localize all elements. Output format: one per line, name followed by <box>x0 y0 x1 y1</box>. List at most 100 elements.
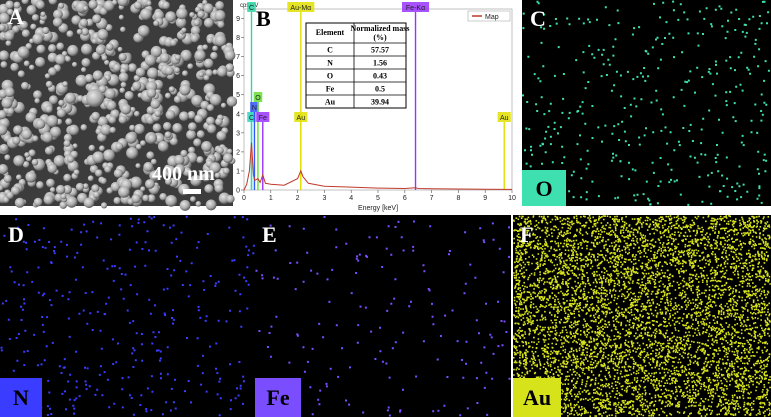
particle <box>108 115 117 124</box>
particle <box>64 92 76 104</box>
table-cell: O <box>327 72 333 81</box>
particle <box>135 143 142 150</box>
element-badge <box>513 378 561 417</box>
particle <box>1 97 13 109</box>
particle <box>135 163 141 169</box>
particle <box>63 139 71 147</box>
particle <box>101 54 108 61</box>
particle <box>188 122 197 131</box>
element-tag-label: Fe <box>259 115 267 122</box>
particle <box>67 44 79 57</box>
particle <box>119 87 126 94</box>
particle <box>65 56 71 62</box>
particle <box>7 8 14 16</box>
y-tick-label: 2 <box>236 149 240 156</box>
particle <box>118 115 127 124</box>
element-label: Au <box>523 385 551 410</box>
particle <box>53 9 63 20</box>
particle <box>137 25 150 37</box>
particle <box>26 5 37 16</box>
particle <box>134 123 145 135</box>
particle <box>146 0 152 6</box>
particle <box>113 196 121 205</box>
particle <box>43 194 54 205</box>
element-tag <box>247 2 256 12</box>
legend-box <box>467 10 511 22</box>
particle <box>140 186 146 192</box>
particle <box>118 186 130 198</box>
particle <box>194 114 204 124</box>
particle <box>165 11 177 23</box>
particle <box>111 0 118 6</box>
particle <box>159 52 170 63</box>
particle <box>113 168 123 178</box>
header-line: Normalized mass <box>351 24 410 33</box>
particle <box>32 135 39 142</box>
particle <box>196 130 205 139</box>
particle <box>72 143 78 149</box>
particle <box>133 1 143 10</box>
particle <box>118 72 129 83</box>
particle <box>150 99 161 109</box>
particle <box>94 169 103 177</box>
particle <box>104 165 112 173</box>
table-cell: N <box>327 59 333 68</box>
particle <box>59 201 68 209</box>
x-tick-label: 10 <box>508 195 516 202</box>
particle <box>53 155 66 167</box>
particle <box>0 124 8 136</box>
x-tick-label: 2 <box>296 195 300 202</box>
particle <box>106 100 117 111</box>
element-tag-label: Fe-Kα <box>406 5 425 12</box>
particle <box>216 146 224 154</box>
element-label: N <box>13 385 29 410</box>
particle <box>0 61 8 69</box>
particle <box>31 14 39 21</box>
particle <box>48 0 58 5</box>
particle <box>75 182 85 192</box>
particle <box>13 155 25 167</box>
particle <box>163 121 172 131</box>
particle <box>16 174 22 181</box>
particle <box>55 54 66 65</box>
particle <box>203 58 214 69</box>
particle <box>205 199 217 211</box>
particle <box>67 160 79 172</box>
element-tag <box>253 92 263 102</box>
element-tag <box>287 2 315 12</box>
particle <box>115 142 124 151</box>
particle <box>17 46 30 59</box>
particle <box>5 40 12 47</box>
particle <box>105 43 114 51</box>
particle <box>203 17 214 28</box>
particle <box>13 1 21 9</box>
y-tick-label: 5 <box>236 92 240 99</box>
x-tick-label: 5 <box>376 195 380 202</box>
particle <box>66 30 74 38</box>
element-tag-label: C <box>249 115 254 122</box>
particle <box>146 88 157 98</box>
composition-table: Element Normalized mass (%) C 57.57 N 1.56 O 0.4… <box>305 22 410 109</box>
particle <box>25 112 37 123</box>
particle <box>120 81 127 88</box>
particle <box>68 124 80 136</box>
particle <box>62 185 72 195</box>
particle <box>82 183 89 189</box>
particle <box>110 181 121 192</box>
particle <box>12 136 21 145</box>
particle <box>147 194 156 203</box>
y-tick-label: 1 <box>236 168 240 175</box>
particle <box>84 74 94 83</box>
particle <box>129 124 136 131</box>
element-tag <box>247 112 256 122</box>
particle <box>49 126 62 138</box>
particle <box>0 12 10 24</box>
particle <box>112 63 121 72</box>
particle <box>180 149 188 157</box>
particle <box>169 137 178 146</box>
particle <box>10 62 19 72</box>
particle <box>214 34 227 47</box>
particle <box>0 164 9 175</box>
x-tick-label: 4 <box>349 195 353 202</box>
